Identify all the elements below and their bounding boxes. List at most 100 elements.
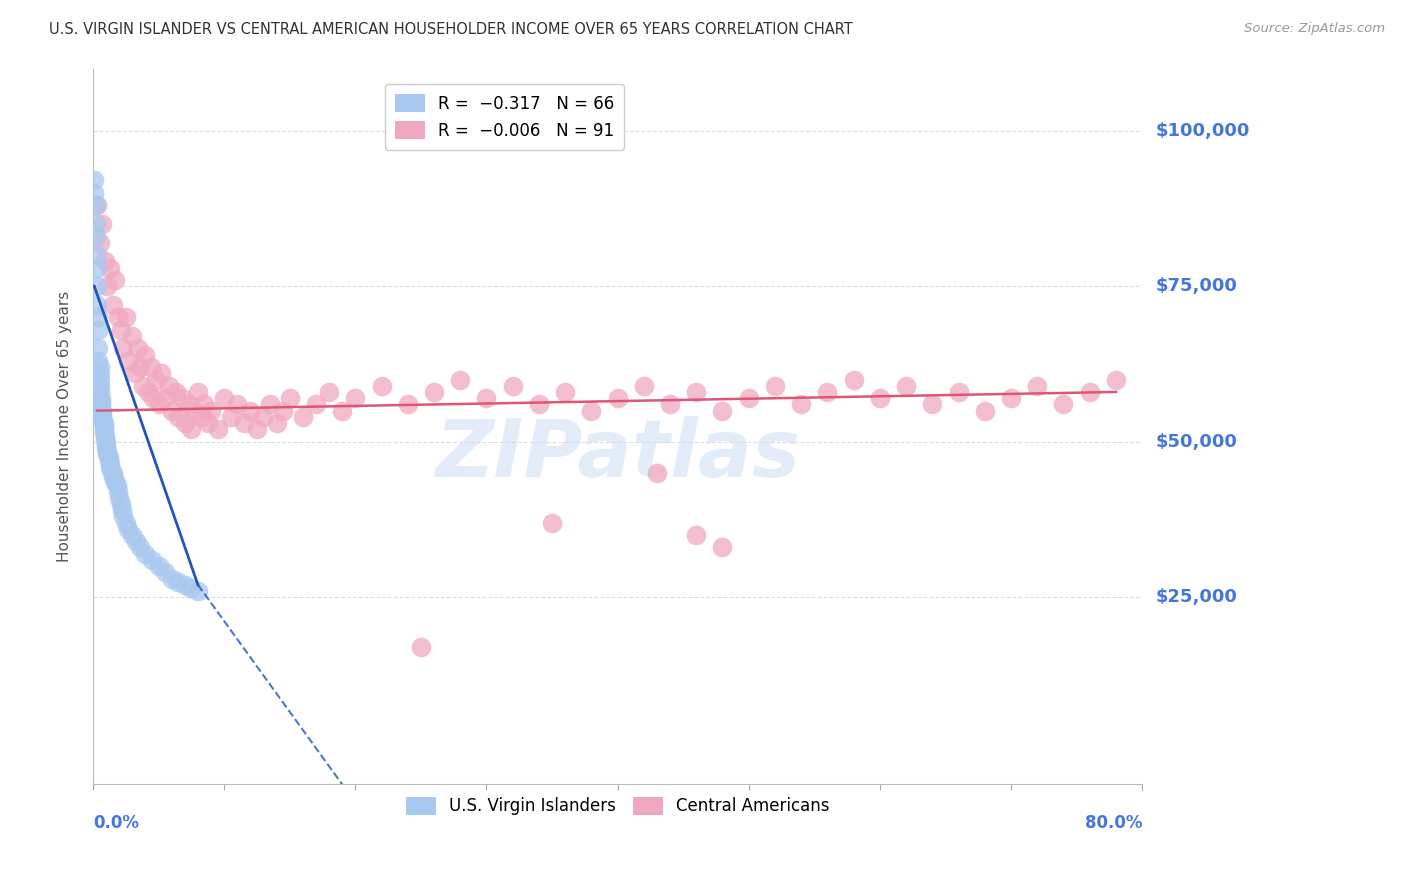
Text: 0.0%: 0.0% [93,814,139,832]
Point [86,248,108,262]
Point [139,360,162,375]
Point [110,323,132,337]
Point [271,403,294,417]
Point [409,640,432,654]
Point [219,409,242,424]
Point [291,409,314,424]
Point [141,553,163,567]
Point [87,354,110,368]
Point [187,384,209,399]
Point [125,534,148,549]
Point [165,384,187,399]
Point [93,422,115,436]
Point [107,310,129,325]
Point [117,354,139,368]
Point [711,541,734,555]
Point [89,384,111,399]
Point [91,413,114,427]
Point [108,491,131,505]
Point [87,323,110,337]
Point [97,453,120,467]
Point [117,522,139,536]
Point [136,384,159,399]
Point [685,528,707,542]
Point [94,428,117,442]
Point [107,484,129,499]
Point [449,372,471,386]
Point [98,457,121,471]
Point [96,279,118,293]
Point [330,403,353,417]
Point [101,298,124,312]
Point [89,378,111,392]
Point [104,475,127,490]
Point [83,173,105,187]
Point [869,391,891,405]
Point [105,478,128,492]
Point [396,397,419,411]
Point [91,403,114,417]
Text: U.S. VIRGIN ISLANDER VS CENTRAL AMERICAN HOUSEHOLDER INCOME OVER 65 YEARS CORREL: U.S. VIRGIN ISLANDER VS CENTRAL AMERICAN… [49,22,853,37]
Point [197,416,219,430]
Point [184,403,207,417]
Point [172,391,194,405]
Point [259,397,281,411]
Legend: U.S. Virgin Islanders, Central Americans: U.S. Virgin Islanders, Central Americans [399,790,837,822]
Point [167,409,190,424]
Point [815,384,838,399]
Point [110,497,132,511]
Point [207,422,229,436]
Point [423,384,446,399]
Point [90,394,112,409]
Point [84,217,107,231]
Point [94,441,117,455]
Point [554,384,576,399]
Point [239,403,262,417]
Point [134,547,156,561]
Point [98,260,121,275]
Point [212,391,235,405]
Point [84,229,107,244]
Point [87,310,110,325]
Point [86,279,108,293]
Point [121,528,143,542]
Point [94,432,117,446]
Point [84,198,107,212]
Point [232,416,254,430]
Point [200,403,222,417]
Point [894,378,917,392]
Point [252,409,274,424]
Point [246,422,269,436]
Point [104,273,127,287]
Point [191,409,214,424]
Point [94,434,117,449]
Point [93,425,115,440]
Point [89,235,111,250]
Y-axis label: Householder Income Over 65 years: Householder Income Over 65 years [58,291,72,562]
Point [96,444,118,458]
Point [193,397,215,411]
Point [167,574,190,589]
Point [148,397,170,411]
Point [129,360,152,375]
Point [305,397,328,411]
Point [527,397,550,411]
Point [180,581,202,595]
Text: ZIPatlas: ZIPatlas [434,416,800,494]
Point [581,403,603,417]
Text: $100,000: $100,000 [1156,121,1250,140]
Point [127,342,149,356]
Text: 80.0%: 80.0% [1084,814,1142,832]
Point [91,217,114,231]
Point [633,378,655,392]
Point [97,450,120,465]
Point [90,401,112,415]
Point [91,407,114,421]
Point [142,391,165,405]
Point [94,254,117,268]
Text: $50,000: $50,000 [1156,433,1237,450]
Point [89,367,111,381]
Point [711,403,734,417]
Point [114,516,136,530]
Point [177,397,200,411]
